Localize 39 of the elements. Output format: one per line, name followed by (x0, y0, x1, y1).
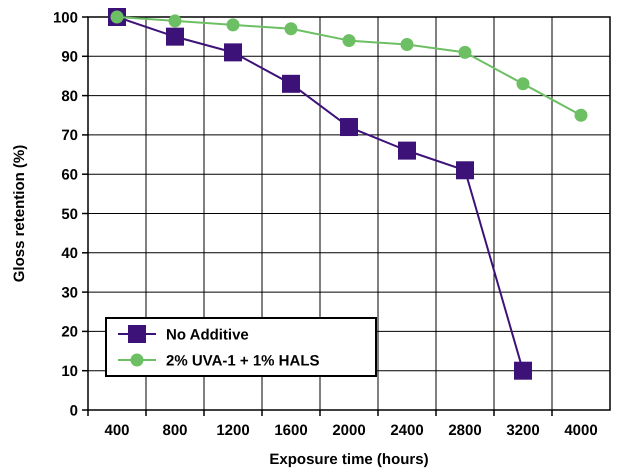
y-tick-label: 60 (61, 166, 78, 184)
x-tick-label: 1200 (216, 422, 250, 439)
point (514, 362, 532, 380)
x-tick-label: 2800 (448, 422, 482, 439)
x-tick-label: 2400 (390, 422, 424, 439)
y-tick-label: 40 (61, 245, 78, 262)
y-tick-label: 30 (61, 284, 78, 302)
point (458, 46, 472, 59)
y-tick-label: 80 (61, 88, 78, 105)
y-tick-label: 10 (61, 362, 78, 380)
point (282, 74, 300, 93)
y-tick-label: 20 (61, 324, 78, 341)
y-axis-title: Gloss retention (%) (11, 144, 28, 282)
point (284, 22, 298, 36)
x-tick-label: 1600 (274, 422, 308, 439)
point (400, 38, 414, 52)
point (226, 18, 240, 32)
x-tick-label: 800 (162, 422, 188, 439)
x-tick-label: 400 (104, 422, 130, 439)
point (224, 43, 242, 62)
x-axis-title: Exposure time (hours) (269, 451, 429, 468)
y-tick-label: 90 (61, 48, 78, 66)
legend-label: 2% UVA-1 + 1% HALS (166, 352, 320, 370)
legend-label: No Additive (166, 326, 249, 344)
point (574, 108, 588, 122)
x-tick-label: 3200 (506, 422, 540, 439)
y-tick-label: 0 (70, 402, 78, 420)
point (166, 28, 184, 46)
x-tick-label: 2000 (332, 422, 366, 439)
point (340, 118, 358, 136)
point (168, 14, 182, 28)
y-tick-label: 100 (52, 9, 78, 26)
point (516, 77, 530, 90)
point (456, 161, 474, 180)
x-tick-label: 4000 (564, 422, 598, 439)
y-tick-label: 70 (61, 127, 78, 144)
point (398, 142, 416, 160)
y-tick-label: 50 (61, 206, 78, 223)
point (342, 34, 356, 48)
